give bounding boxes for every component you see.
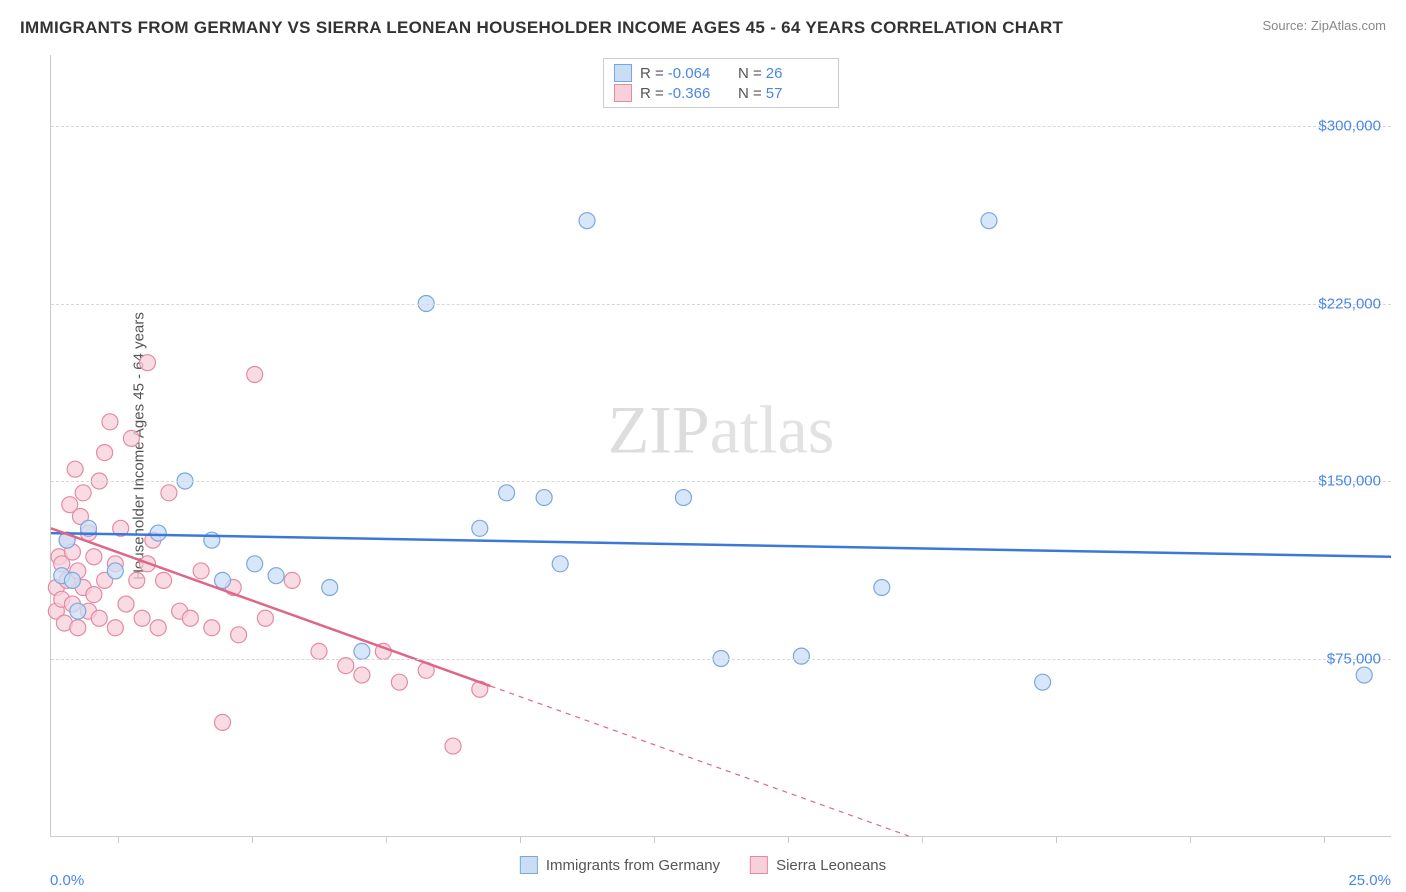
data-point	[150, 620, 166, 636]
data-point	[1356, 667, 1372, 683]
y-tick-label: $300,000	[1318, 118, 1381, 135]
data-point	[182, 610, 198, 626]
legend-item: Sierra Leoneans	[750, 856, 886, 874]
data-point	[1035, 674, 1051, 690]
data-point	[354, 667, 370, 683]
data-point	[284, 572, 300, 588]
x-tick	[1190, 836, 1191, 843]
data-point	[161, 485, 177, 501]
data-point	[150, 525, 166, 541]
data-point	[193, 563, 209, 579]
regression-line	[51, 528, 491, 686]
data-point	[86, 549, 102, 565]
x-tick	[654, 836, 655, 843]
data-point	[129, 572, 145, 588]
data-point	[247, 367, 263, 383]
data-point	[257, 610, 273, 626]
x-tick	[386, 836, 387, 843]
y-tick-label: $150,000	[1318, 473, 1381, 490]
legend-label: Sierra Leoneans	[776, 857, 886, 874]
x-tick	[922, 836, 923, 843]
x-tick	[118, 836, 119, 843]
data-point	[874, 580, 890, 596]
x-tick	[1056, 836, 1057, 843]
x-tick	[252, 836, 253, 843]
data-point	[552, 556, 568, 572]
legend-swatch	[520, 856, 538, 874]
x-tick	[788, 836, 789, 843]
data-point	[354, 643, 370, 659]
data-point	[445, 738, 461, 754]
regression-line	[51, 533, 1391, 557]
source-label: Source: ZipAtlas.com	[1262, 18, 1386, 33]
chart-plot-area: ZIPatlas R = -0.064N = 26R = -0.366N = 5…	[50, 55, 1391, 837]
data-point	[499, 485, 515, 501]
data-point	[268, 568, 284, 584]
data-point	[338, 658, 354, 674]
data-point	[97, 445, 113, 461]
data-point	[472, 520, 488, 536]
legend-label: Immigrants from Germany	[546, 857, 720, 874]
y-tick-label: $225,000	[1318, 295, 1381, 312]
data-point	[75, 485, 91, 501]
data-point	[107, 563, 123, 579]
data-point	[231, 627, 247, 643]
data-point	[675, 490, 691, 506]
data-point	[322, 580, 338, 596]
gridline	[51, 659, 1391, 660]
data-point	[391, 674, 407, 690]
data-point	[102, 414, 118, 430]
gridline	[51, 304, 1391, 305]
data-point	[793, 648, 809, 664]
data-point	[156, 572, 172, 588]
x-tick	[520, 836, 521, 843]
gridline	[51, 481, 1391, 482]
y-tick-label: $75,000	[1327, 650, 1381, 667]
data-point	[139, 355, 155, 371]
data-point	[536, 490, 552, 506]
series-legend: Immigrants from Germany Sierra Leoneans	[520, 856, 886, 874]
data-point	[204, 620, 220, 636]
legend-item: Immigrants from Germany	[520, 856, 720, 874]
data-point	[70, 620, 86, 636]
data-point	[123, 430, 139, 446]
data-point	[118, 596, 134, 612]
data-point	[134, 610, 150, 626]
data-point	[91, 610, 107, 626]
legend-swatch	[750, 856, 768, 874]
data-point	[107, 620, 123, 636]
x-axis-min-label: 0.0%	[50, 872, 84, 889]
x-axis-max-label: 25.0%	[1348, 872, 1391, 889]
data-point	[981, 213, 997, 229]
chart-title: IMMIGRANTS FROM GERMANY VS SIERRA LEONEA…	[20, 18, 1063, 38]
data-point	[86, 587, 102, 603]
data-point	[215, 572, 231, 588]
x-tick	[1324, 836, 1325, 843]
data-point	[215, 714, 231, 730]
regression-line-extrapolated	[491, 686, 909, 836]
data-point	[64, 572, 80, 588]
data-point	[70, 603, 86, 619]
data-point	[67, 461, 83, 477]
gridline	[51, 126, 1391, 127]
data-point	[247, 556, 263, 572]
scatter-svg	[51, 55, 1391, 836]
data-point	[311, 643, 327, 659]
data-point	[579, 213, 595, 229]
